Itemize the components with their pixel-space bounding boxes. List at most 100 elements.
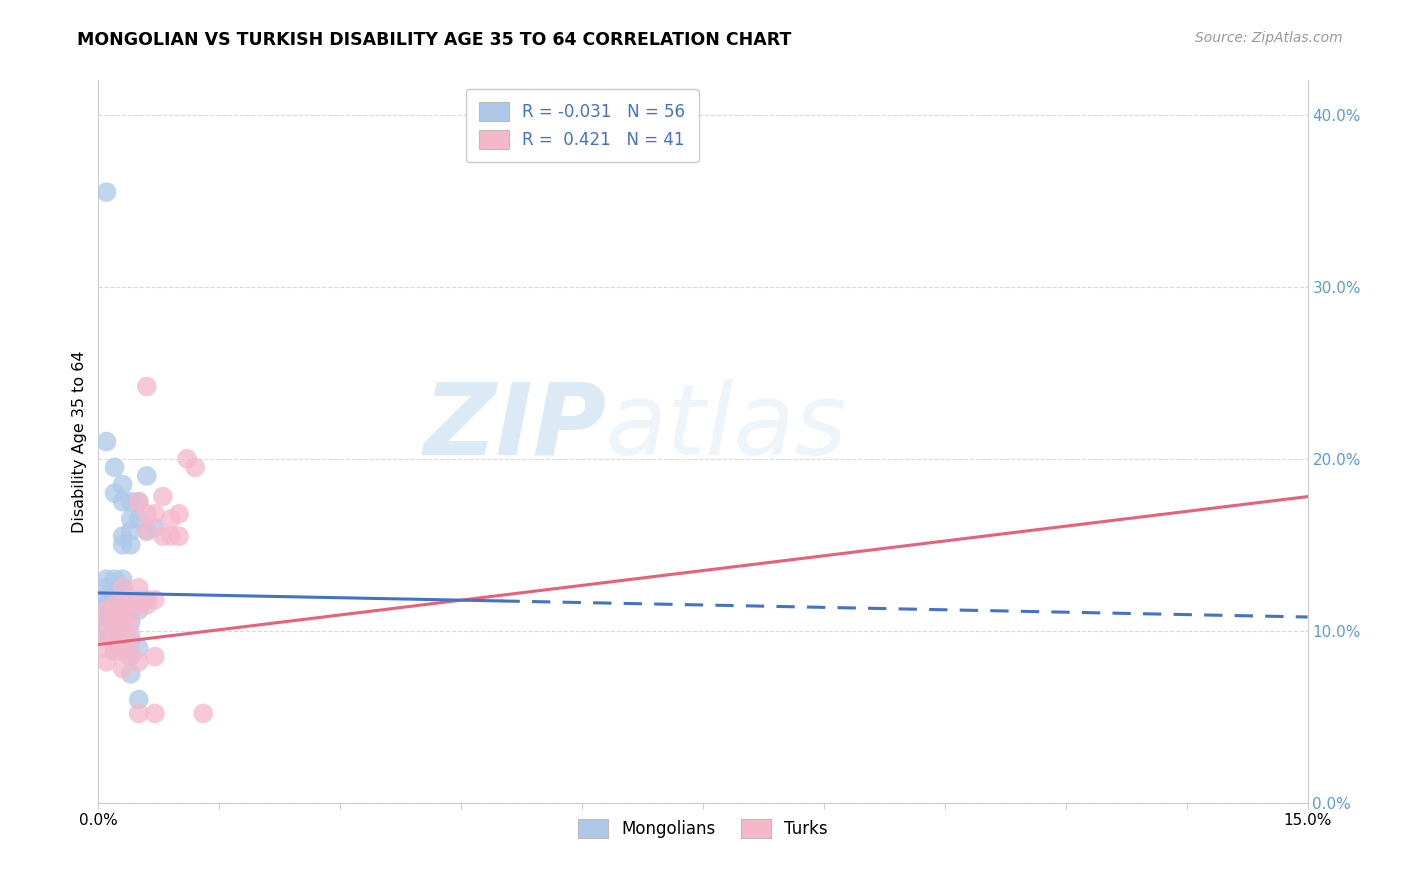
- Y-axis label: Disability Age 35 to 64: Disability Age 35 to 64: [72, 351, 87, 533]
- Point: [111, 662, 134, 676]
- Point: [152, 490, 174, 504]
- Point: [143, 507, 166, 521]
- Point: [111, 572, 134, 586]
- Point: [103, 640, 125, 655]
- Point: [111, 610, 134, 624]
- Point: [103, 460, 125, 475]
- Point: [96, 655, 118, 669]
- Point: [135, 469, 157, 483]
- Point: [128, 581, 150, 595]
- Point: [120, 592, 142, 607]
- Point: [128, 494, 150, 508]
- Point: [160, 512, 183, 526]
- Point: [111, 581, 134, 595]
- Point: [103, 610, 125, 624]
- Point: [120, 494, 142, 508]
- Point: [128, 512, 150, 526]
- Point: [128, 592, 150, 607]
- Point: [111, 615, 134, 630]
- Point: [135, 524, 157, 538]
- Point: [96, 624, 118, 638]
- Point: [120, 627, 142, 641]
- Point: [135, 598, 157, 612]
- Point: [120, 666, 142, 681]
- Point: [96, 434, 118, 449]
- Point: [111, 644, 134, 658]
- Point: [111, 477, 134, 491]
- Text: Source: ZipAtlas.com: Source: ZipAtlas.com: [1195, 31, 1343, 45]
- Point: [128, 598, 150, 612]
- Point: [128, 603, 150, 617]
- Point: [176, 451, 198, 466]
- Point: [184, 460, 207, 475]
- Point: [111, 598, 134, 612]
- Point: [143, 520, 166, 534]
- Point: [103, 624, 125, 638]
- Point: [103, 572, 125, 586]
- Point: [103, 598, 125, 612]
- Point: [96, 607, 118, 621]
- Text: MONGOLIAN VS TURKISH DISABILITY AGE 35 TO 64 CORRELATION CHART: MONGOLIAN VS TURKISH DISABILITY AGE 35 T…: [77, 31, 792, 49]
- Point: [128, 692, 150, 706]
- Point: [128, 655, 150, 669]
- Text: ZIP: ZIP: [423, 378, 606, 475]
- Point: [143, 649, 166, 664]
- Point: [96, 601, 118, 615]
- Point: [96, 618, 118, 632]
- Point: [128, 494, 150, 508]
- Point: [103, 598, 125, 612]
- Text: atlas: atlas: [606, 378, 848, 475]
- Point: [120, 644, 142, 658]
- Point: [167, 529, 190, 543]
- Point: [103, 486, 125, 500]
- Point: [135, 592, 157, 607]
- Point: [103, 592, 125, 607]
- Point: [96, 640, 118, 655]
- Point: [120, 610, 142, 624]
- Point: [120, 592, 142, 607]
- Point: [103, 627, 125, 641]
- Point: [103, 615, 125, 630]
- Point: [120, 512, 142, 526]
- Point: [103, 610, 125, 624]
- Point: [111, 627, 134, 641]
- Point: [103, 632, 125, 647]
- Point: [96, 572, 118, 586]
- Point: [96, 603, 118, 617]
- Point: [96, 603, 118, 617]
- Point: [111, 538, 134, 552]
- Point: [96, 615, 118, 630]
- Point: [103, 581, 125, 595]
- Point: [96, 590, 118, 604]
- Point: [135, 507, 157, 521]
- Point: [120, 649, 142, 664]
- Point: [111, 603, 134, 617]
- Point: [111, 592, 134, 607]
- Point: [120, 632, 142, 647]
- Point: [111, 627, 134, 641]
- Legend: Mongolians, Turks: Mongolians, Turks: [572, 813, 834, 845]
- Point: [120, 603, 142, 617]
- Point: [143, 592, 166, 607]
- Point: [167, 507, 190, 521]
- Point: [143, 706, 166, 721]
- Point: [128, 640, 150, 655]
- Point: [193, 706, 215, 721]
- Point: [111, 581, 134, 595]
- Point: [152, 529, 174, 543]
- Point: [103, 644, 125, 658]
- Point: [96, 581, 118, 595]
- Point: [120, 538, 142, 552]
- Point: [128, 706, 150, 721]
- Point: [135, 379, 157, 393]
- Point: [135, 524, 157, 538]
- Point: [120, 615, 142, 630]
- Point: [96, 627, 118, 641]
- Point: [111, 529, 134, 543]
- Point: [96, 627, 118, 641]
- Point: [96, 610, 118, 624]
- Point: [96, 615, 118, 630]
- Point: [160, 529, 183, 543]
- Point: [103, 603, 125, 617]
- Point: [96, 598, 118, 612]
